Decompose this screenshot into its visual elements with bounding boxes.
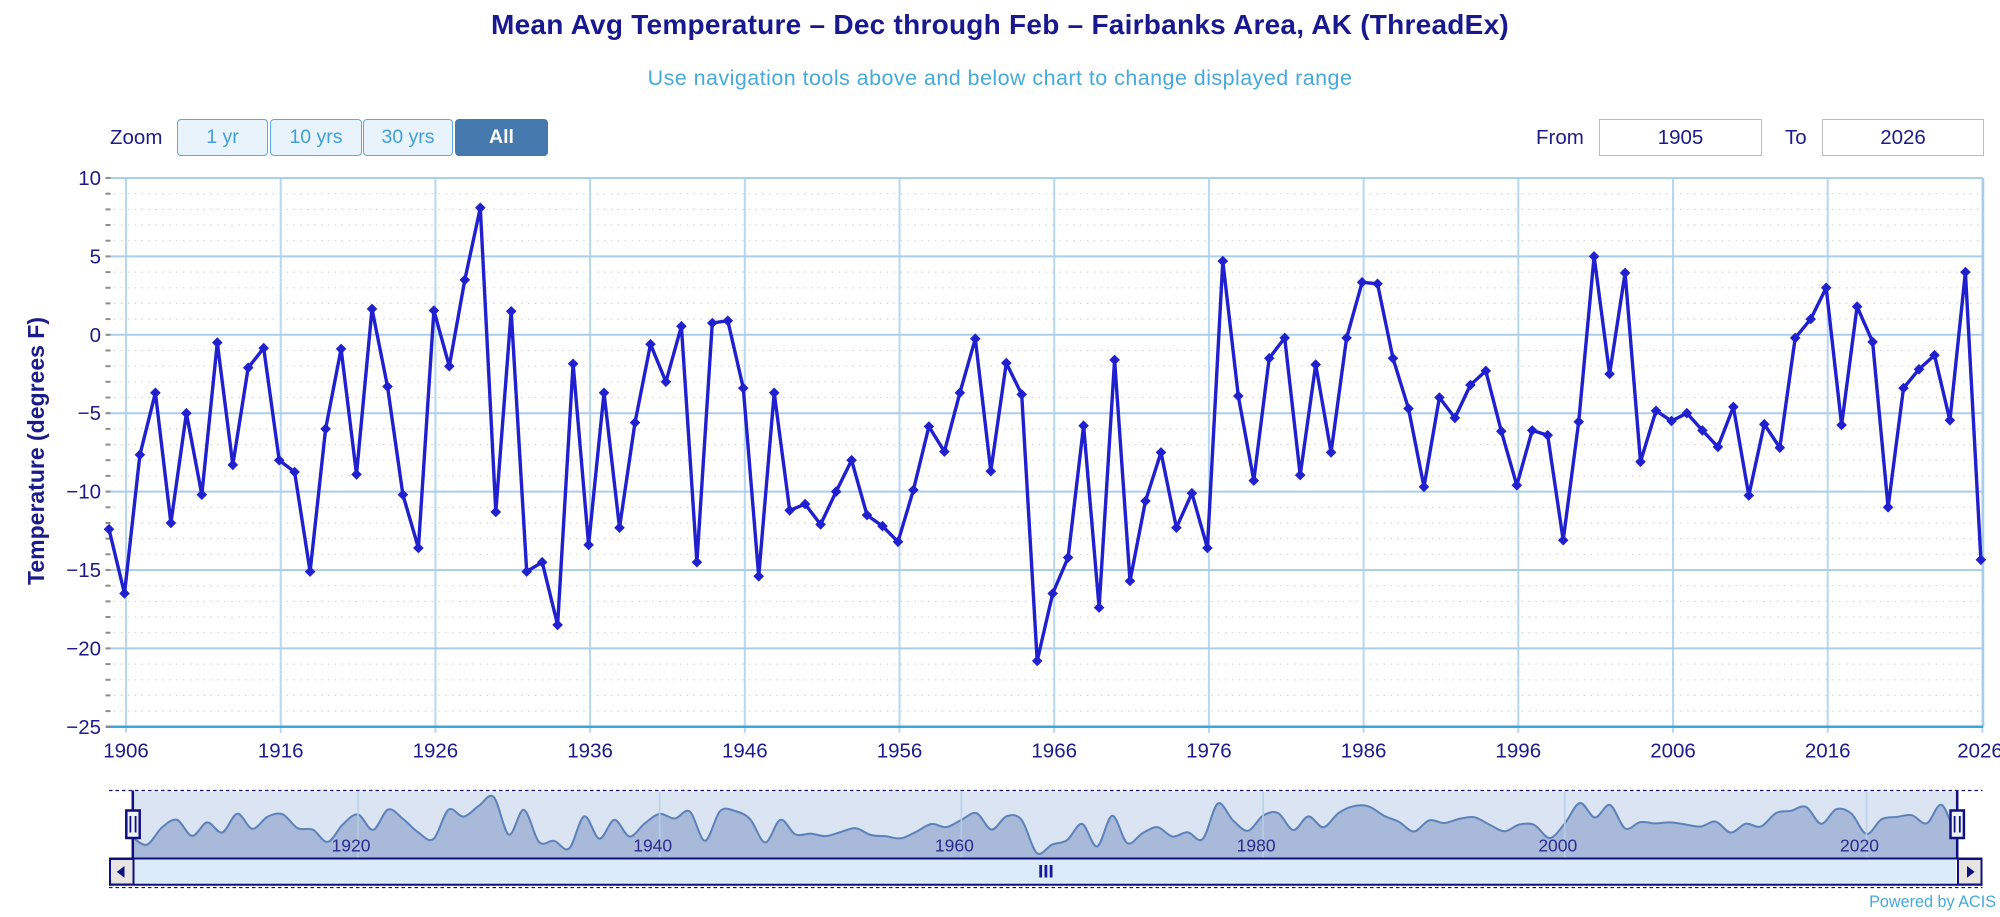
svg-text:Powered by ACIS: Powered by ACIS — [1869, 893, 1996, 911]
svg-text:5: 5 — [90, 245, 101, 268]
svg-text:−20: −20 — [66, 637, 101, 660]
svg-text:−15: −15 — [66, 559, 101, 582]
svg-text:1986: 1986 — [1341, 740, 1387, 763]
svg-text:1980: 1980 — [1237, 836, 1276, 856]
svg-text:1926: 1926 — [413, 740, 459, 763]
svg-text:−25: −25 — [66, 716, 101, 739]
svg-text:1940: 1940 — [633, 836, 672, 856]
svg-text:2026: 2026 — [1957, 740, 2000, 763]
svg-text:10: 10 — [78, 167, 101, 190]
svg-text:2016: 2016 — [1805, 740, 1851, 763]
svg-text:Temperature (degrees F): Temperature (degrees F) — [23, 317, 49, 585]
svg-text:1956: 1956 — [877, 740, 923, 763]
svg-text:1936: 1936 — [567, 740, 613, 763]
svg-text:1920: 1920 — [332, 836, 371, 856]
svg-text:1946: 1946 — [722, 740, 768, 763]
svg-text:1966: 1966 — [1031, 740, 1077, 763]
svg-text:0: 0 — [90, 324, 101, 347]
svg-text:1960: 1960 — [935, 836, 974, 856]
svg-text:1906: 1906 — [103, 740, 149, 763]
svg-text:−5: −5 — [78, 402, 101, 425]
svg-text:2006: 2006 — [1650, 740, 1696, 763]
svg-text:2020: 2020 — [1840, 836, 1879, 856]
svg-text:1976: 1976 — [1186, 740, 1232, 763]
svg-text:−10: −10 — [66, 481, 101, 504]
svg-text:2000: 2000 — [1538, 836, 1577, 856]
svg-text:1996: 1996 — [1495, 740, 1541, 763]
svg-text:1916: 1916 — [258, 740, 304, 763]
